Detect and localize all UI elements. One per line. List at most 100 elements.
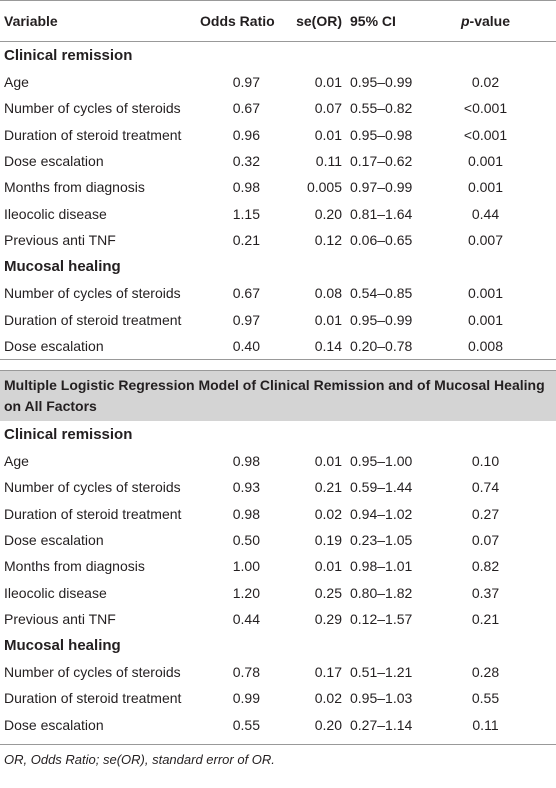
data-row: Number of cycles of steroids 0.67 0.08 0.54… [0,280,556,306]
cell: 0.67 [232,100,260,117]
cell: 0.29 [314,610,342,627]
data-row: Duration of steroid treatment 0.97 0.01 0.9… [0,306,556,332]
cell: 0.23–1.05 [350,532,413,548]
cell: 0.80–1.82 [350,584,413,601]
cell: 0.01 [314,311,342,328]
cell: 0.14 [314,337,342,354]
data-row: Months from diagnosis 0.98 0.005 0.97–0.99 0… [0,174,556,200]
header-text: se(OR) [296,13,342,29]
cell: 0.55 [471,690,500,707]
cell: 0.81–1.64 [350,205,413,222]
data-row: Duration of steroid treatment 0.99 0.02 0.9… [0,685,556,711]
data-row: Duration of steroid treatment 0.98 0.02 0.9… [0,501,556,527]
section-title: Mucosal healing [4,637,121,655]
section-row: Mucosal healing [0,632,556,659]
cell: 0.01 [314,126,342,143]
cell: 0.21 [232,231,260,248]
cell: 0.20–0.78 [350,337,413,354]
cell: 0.27 [471,505,500,522]
data-row: Age 0.98 0.01 0.95–1.00 0.10 [0,448,556,474]
section-title: Clinical remission [4,47,133,64]
cell: 0.007 [467,231,504,248]
cell: 1.15 [232,205,260,222]
data-row: Previous anti TNF 0.44 0.29 0.12–1.57 0.21 [0,606,556,632]
data-row: Dose escalation 0.40 0.14 0.20–0.78 0.008 [0,333,556,360]
cell: 0.19 [314,532,342,548]
cell: 0.01 [314,74,342,91]
cell: Duration of steroid treatment [4,311,182,328]
header-text: 95% CI [350,13,396,29]
data-row: Dose escalation 0.55 0.20 0.27–1.14 0.11 [0,712,556,738]
section-title: Clinical remission [4,425,133,443]
cell: 1.20 [232,584,260,601]
cell: 0.93 [232,479,260,496]
cell: 0.78 [232,664,260,681]
data-row: Dose escalation 0.32 0.11 0.17–0.62 0.001 [0,148,556,174]
cell: 0.98–1.01 [350,558,413,575]
cell: <0.001 [463,126,508,143]
end-row [0,737,556,745]
cell: 0.17 [314,664,342,681]
cell: 0.11 [315,153,342,170]
cell: 0.82 [471,558,500,575]
cell: 0.44 [471,205,500,222]
cell: 0.54–0.85 [350,285,413,302]
header-text: Odds Ratio [200,13,275,29]
header-cell: se(OR) [266,0,346,42]
data-row: Number of cycles of steroids 0.67 0.07 0.55… [0,95,556,121]
cell: 0.44 [232,610,260,627]
cell: 0.12–1.57 [350,610,413,627]
data-row: Duration of steroid treatment 0.96 0.01 0.9… [0,122,556,148]
cell: <0.001 [463,100,508,117]
cell: Age [4,74,29,91]
cell: Previous anti TNF [4,231,116,248]
cell: Dose escalation [4,716,104,733]
cell: Number of cycles of steroids [4,664,181,681]
cell: 0.11 [472,716,499,733]
cell: 0.95–0.98 [350,126,413,143]
cell: 0.02 [314,505,342,522]
cell: Dose escalation [4,153,104,170]
cell: 0.50 [232,532,260,548]
cell: Duration of steroid treatment [4,505,182,522]
cell: 0.02 [314,690,342,707]
cell: 0.01 [314,558,342,575]
header-cell: 95% CI [346,0,441,42]
cell: 0.20 [314,205,342,222]
cell: 0.21 [314,479,342,496]
cell: 0.95–0.99 [350,74,413,91]
data-row: Previous anti TNF 0.21 0.12 0.06–0.65 0.007 [0,227,556,253]
data-row: Number of cycles of steroids 0.78 0.17 0.51… [0,659,556,685]
cell: 0.55 [232,716,260,733]
cell: 0.37 [471,584,500,601]
cell: 0.98 [232,453,260,470]
table-body: Variable Odds Ratio se(OR) 95% CI p-value Cli… [0,0,556,745]
header-cell: Odds Ratio [200,0,275,42]
cell: 0.21 [471,610,500,627]
header-cell: p-value [441,0,556,42]
cell: 0.17–0.62 [350,153,413,170]
section-row: Mucosal healing [0,253,556,280]
cell: 0.95–1.03 [350,690,413,707]
cell: 1.00 [232,558,260,575]
banner-row: Multiple Logistic Regression Model of Cl… [0,369,556,421]
cell: 0.94–1.02 [350,505,413,522]
cell: Months from diagnosis [4,558,145,575]
cell: 0.001 [467,179,504,196]
cell: Age [4,453,29,470]
cell: 0.01 [314,453,342,470]
cell: 0.27–1.14 [350,716,413,733]
cell: Previous anti TNF [4,610,116,627]
cell: 0.001 [467,285,504,302]
cell: Ileocolic disease [4,205,107,222]
cell: 0.40 [232,337,260,354]
cell: Dose escalation [4,337,104,354]
cell: 0.02 [471,74,500,91]
cell: 0.59–1.44 [350,479,413,496]
cell: 0.32 [232,153,260,170]
header-text: p-value [460,13,511,29]
header-text: Variable [4,13,58,29]
section-row: Clinical remission [0,421,556,448]
cell: Duration of steroid treatment [4,690,182,707]
cell: 0.08 [314,285,342,302]
